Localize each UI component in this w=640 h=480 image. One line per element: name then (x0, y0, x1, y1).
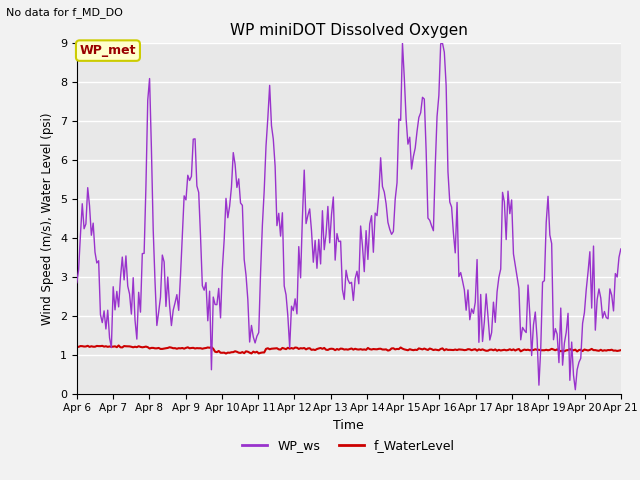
Title: WP miniDOT Dissolved Oxygen: WP miniDOT Dissolved Oxygen (230, 23, 468, 38)
Text: No data for f_MD_DO: No data for f_MD_DO (6, 7, 124, 18)
Legend: WP_ws, f_WaterLevel: WP_ws, f_WaterLevel (237, 434, 460, 457)
Y-axis label: Wind Speed (m/s), Water Level (psi): Wind Speed (m/s), Water Level (psi) (42, 112, 54, 324)
X-axis label: Time: Time (333, 419, 364, 432)
Text: WP_met: WP_met (80, 44, 136, 57)
